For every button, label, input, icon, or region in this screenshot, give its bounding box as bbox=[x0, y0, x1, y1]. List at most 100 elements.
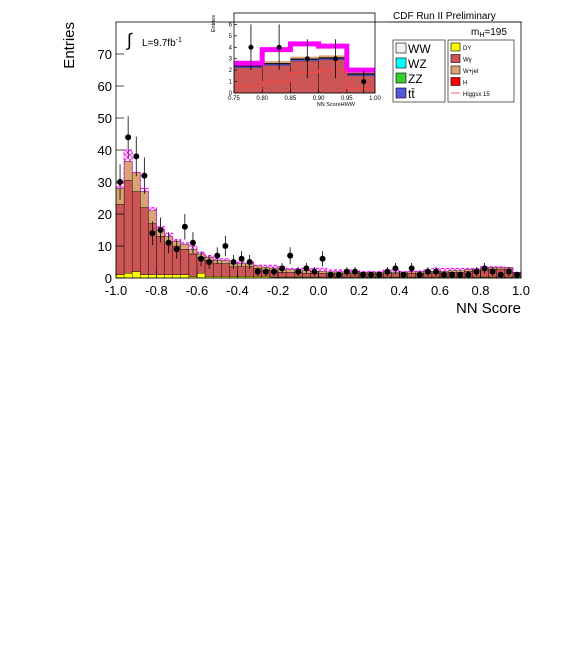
data-point-41 bbox=[449, 271, 456, 278]
legend-swatch-r3 bbox=[450, 77, 461, 86]
data-point-22 bbox=[295, 268, 302, 275]
y-tick-label-1: 1 bbox=[229, 80, 233, 86]
data-point-38 bbox=[424, 268, 431, 275]
inset-stack-bar-2 bbox=[290, 60, 319, 94]
signal-outline bbox=[116, 149, 521, 274]
data-point-13 bbox=[222, 243, 229, 249]
y-tick-label-0: 0 bbox=[105, 271, 112, 286]
legend-swatch-0 bbox=[395, 42, 407, 54]
bar-dy-10 bbox=[196, 273, 206, 279]
data-point-48 bbox=[505, 268, 512, 275]
data-point-31 bbox=[368, 271, 375, 278]
y-tick-label-5: 5 bbox=[229, 34, 233, 40]
bar-w-15 bbox=[237, 266, 246, 277]
legend-swatch-r2 bbox=[450, 65, 461, 75]
bar-dy-2 bbox=[131, 271, 141, 279]
signal-hatch-21 bbox=[286, 268, 295, 270]
data-point-10 bbox=[198, 255, 205, 262]
x-tick-label-1: 0.80 bbox=[256, 96, 268, 102]
inset-higgs-line bbox=[234, 69, 375, 89]
data-point-3 bbox=[141, 172, 148, 179]
bar-wjet-21 bbox=[285, 269, 295, 273]
mass-label: mH=195 bbox=[471, 27, 507, 39]
bar-wjet-3 bbox=[140, 191, 149, 208]
x-tick-label-4: 0.95 bbox=[341, 96, 353, 102]
x-tick-label-3: -0.4 bbox=[226, 283, 248, 298]
x-tick-label-5: 1.00 bbox=[369, 96, 381, 102]
data-point-19 bbox=[270, 268, 277, 275]
legend-label-2: ZZ bbox=[408, 72, 423, 86]
bar-w-1 bbox=[123, 180, 133, 274]
y-tick-label-2: 2 bbox=[229, 68, 233, 74]
data-point-0 bbox=[248, 44, 254, 50]
inset-frame bbox=[233, 12, 376, 94]
legend-swatch-3 bbox=[395, 87, 407, 99]
inset-plot: 0.75 0.80 0.85 0.90 0.95 1.00 0 1 2 3 4 5 6 NN ScoreH… bbox=[211, 12, 381, 108]
inset-stack-bar-4 bbox=[346, 75, 376, 94]
legend-label-3: tt̄ bbox=[408, 87, 415, 101]
inset-stack-bar-0 bbox=[233, 67, 263, 94]
bar-wjet-47 bbox=[496, 267, 506, 270]
legend-swatch-2 bbox=[395, 72, 407, 84]
data-point-30 bbox=[360, 271, 367, 278]
data-point-32 bbox=[376, 271, 383, 278]
data-point-40 bbox=[441, 271, 448, 278]
legend-label-1: WZ bbox=[408, 57, 427, 71]
data-point-28 bbox=[343, 268, 350, 275]
bar-w-21 bbox=[285, 272, 295, 278]
data-point-25 bbox=[319, 255, 326, 262]
data-point-39 bbox=[432, 268, 439, 275]
legend-label-r4: Higgsx 15 bbox=[463, 92, 490, 98]
data-point-45 bbox=[481, 265, 488, 272]
data-point-29 bbox=[351, 268, 358, 275]
bar-wjet-1 bbox=[123, 160, 133, 181]
x-tick-label-2: 0.85 bbox=[285, 96, 297, 102]
x-tick-label-9: 0.8 bbox=[471, 283, 489, 298]
data-point-2 bbox=[304, 56, 310, 62]
signal-hatch-25 bbox=[318, 268, 327, 272]
x-tick-label-5: 0.0 bbox=[309, 283, 327, 298]
bar-w-25 bbox=[318, 273, 327, 278]
data-point-16 bbox=[246, 259, 253, 265]
x-tick-label-0: 0.75 bbox=[228, 96, 240, 102]
signal-hatch-26 bbox=[326, 270, 335, 272]
signal-hatch-18 bbox=[261, 265, 270, 268]
x-tick-label-1: -0.8 bbox=[145, 283, 167, 298]
signal-hatch-43 bbox=[464, 268, 473, 270]
data-point-42 bbox=[457, 271, 464, 278]
x-tick-label-4: -0.2 bbox=[267, 283, 289, 298]
data-point-37 bbox=[416, 271, 423, 278]
data-point-35 bbox=[400, 271, 407, 278]
data-point-8 bbox=[181, 223, 188, 230]
lumi-exponent: -1 bbox=[176, 37, 182, 44]
bar-w-13 bbox=[221, 263, 230, 277]
signal-hatch-42 bbox=[456, 268, 465, 271]
data-point-46 bbox=[489, 268, 496, 275]
data-point-36 bbox=[408, 265, 415, 272]
y-tick-label-6: 60 bbox=[98, 79, 112, 94]
data-point-1 bbox=[276, 44, 282, 50]
bar-dy-1 bbox=[123, 273, 133, 279]
signal-hatch-40 bbox=[440, 268, 449, 272]
data-point-1 bbox=[125, 134, 132, 141]
bar-dy-4 bbox=[148, 274, 157, 279]
legend-label-r2: W+jet bbox=[463, 69, 479, 75]
signal-hatch-41 bbox=[448, 268, 457, 271]
data-point-43 bbox=[465, 271, 472, 278]
bar-w-9 bbox=[188, 253, 198, 277]
bar-dy-5 bbox=[156, 274, 165, 279]
data-point-12 bbox=[214, 252, 221, 259]
y-tick-label-3: 30 bbox=[98, 175, 112, 190]
lumi-label: L=9.7fb-1 bbox=[142, 37, 182, 49]
bar-w-0 bbox=[115, 204, 125, 275]
legend-label-0: WW bbox=[408, 42, 431, 56]
signal-hatch-8 bbox=[180, 242, 189, 245]
main-plot: -1.0 -0.8 -0.6 -0.4 -0.2 0.0 0.2 0.4 0.6 0.8 1.001… bbox=[61, 21, 530, 317]
bar-wjet-25 bbox=[318, 271, 327, 274]
legend-swatch-r1 bbox=[450, 54, 461, 63]
x-tick-label-7: 0.4 bbox=[390, 283, 408, 298]
data-point-3 bbox=[333, 56, 339, 62]
bar-wjet-8 bbox=[180, 244, 190, 250]
legend-label-r1: Wγ bbox=[463, 58, 472, 64]
